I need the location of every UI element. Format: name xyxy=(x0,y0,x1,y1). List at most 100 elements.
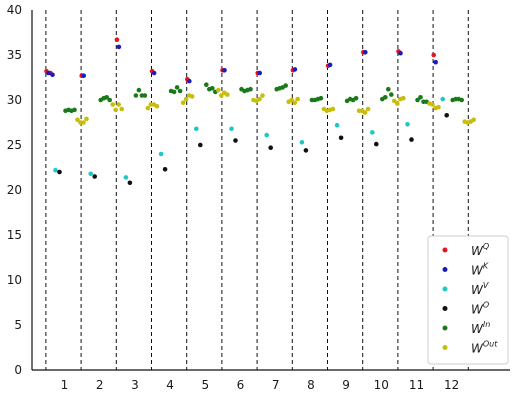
data-point xyxy=(401,95,406,101)
data-point xyxy=(395,101,400,106)
data-point xyxy=(292,67,298,72)
legend-marker xyxy=(442,247,448,253)
legend-marker xyxy=(442,325,448,331)
data-point xyxy=(84,116,89,122)
data-point xyxy=(444,113,450,118)
data-point xyxy=(75,117,80,123)
y-tick-label: 15 xyxy=(7,228,22,242)
x-tick-label: 10 xyxy=(374,378,389,392)
legend-marker xyxy=(442,267,448,272)
data-point xyxy=(392,98,397,104)
data-point xyxy=(330,106,336,112)
y-tick-label: 30 xyxy=(7,93,22,107)
data-point xyxy=(327,62,333,68)
data-point xyxy=(151,70,157,76)
data-point xyxy=(409,137,414,142)
data-point xyxy=(268,145,274,150)
data-point xyxy=(225,92,230,97)
data-point xyxy=(257,96,262,102)
data-point xyxy=(81,73,86,78)
data-point xyxy=(113,107,118,113)
legend: WQ WK WV WO WIn WOut xyxy=(427,235,509,365)
data-point xyxy=(187,78,192,84)
data-point xyxy=(216,87,221,93)
data-point xyxy=(104,95,109,100)
data-point xyxy=(362,110,368,115)
data-point xyxy=(370,130,375,135)
data-point xyxy=(436,104,441,110)
data-point xyxy=(107,97,112,103)
x-tick-label: 8 xyxy=(307,378,315,392)
data-point xyxy=(46,70,51,76)
data-point xyxy=(264,132,270,138)
data-point xyxy=(433,59,439,65)
data-point xyxy=(123,175,129,180)
data-point xyxy=(92,174,97,179)
y-tick-label: 10 xyxy=(7,273,22,287)
legend-label: WO xyxy=(471,301,489,317)
data-point xyxy=(248,86,253,92)
y-tick-label: 5 xyxy=(14,318,22,332)
data-point xyxy=(431,52,437,58)
data-point xyxy=(53,167,58,173)
data-point xyxy=(363,50,368,55)
data-point xyxy=(398,50,403,56)
data-point xyxy=(204,82,209,87)
data-point xyxy=(198,142,203,148)
x-tick-label: 9 xyxy=(342,378,350,392)
legend-label: WIn xyxy=(471,320,490,336)
data-point xyxy=(180,100,186,105)
data-point xyxy=(318,95,324,101)
x-tick-label: 3 xyxy=(131,378,139,392)
axes xyxy=(31,10,510,371)
x-tick-label: 11 xyxy=(409,378,424,392)
data-point xyxy=(299,140,305,145)
data-point xyxy=(116,44,122,50)
legend-label: WQ xyxy=(471,242,489,258)
data-point xyxy=(194,126,199,132)
x-tick-label: 1 xyxy=(61,378,69,392)
legend-label: WK xyxy=(471,262,489,278)
data-point xyxy=(72,107,77,113)
data-point xyxy=(292,100,298,105)
data-point xyxy=(289,97,295,103)
data-point xyxy=(405,122,410,127)
legend-marker xyxy=(442,306,448,311)
legend-marker xyxy=(442,286,448,292)
data-point xyxy=(353,95,359,101)
data-point xyxy=(222,68,227,73)
y-tick-label: 35 xyxy=(7,48,22,62)
data-point xyxy=(430,102,435,107)
data-point xyxy=(81,120,86,125)
data-point xyxy=(174,85,180,90)
data-point xyxy=(177,88,183,94)
legend-label: WOut xyxy=(471,340,498,356)
data-point xyxy=(365,106,371,112)
x-axis-ticks: 1 2 3 4 5 6 7 8 9 10 11 12 xyxy=(61,378,460,392)
data-point xyxy=(283,83,289,88)
y-tick-label: 25 xyxy=(7,138,22,152)
data-points xyxy=(44,37,477,186)
data-point xyxy=(295,96,301,102)
data-point xyxy=(136,87,142,93)
x-tick-label: 6 xyxy=(237,378,245,392)
data-point xyxy=(210,86,215,91)
legend-label: WV xyxy=(471,281,489,297)
data-point xyxy=(229,126,234,132)
data-point xyxy=(119,106,124,112)
data-point xyxy=(162,167,168,172)
data-point xyxy=(471,117,477,123)
data-point xyxy=(260,93,265,98)
data-point xyxy=(57,169,62,175)
data-point xyxy=(88,171,93,177)
x-tick-label: 2 xyxy=(96,378,104,392)
data-point xyxy=(303,148,309,153)
data-point xyxy=(440,96,446,102)
data-point xyxy=(154,104,160,109)
data-point xyxy=(383,95,388,100)
data-point xyxy=(116,102,121,107)
data-point xyxy=(386,86,391,92)
data-point xyxy=(233,138,238,143)
legend-marker xyxy=(442,345,448,350)
